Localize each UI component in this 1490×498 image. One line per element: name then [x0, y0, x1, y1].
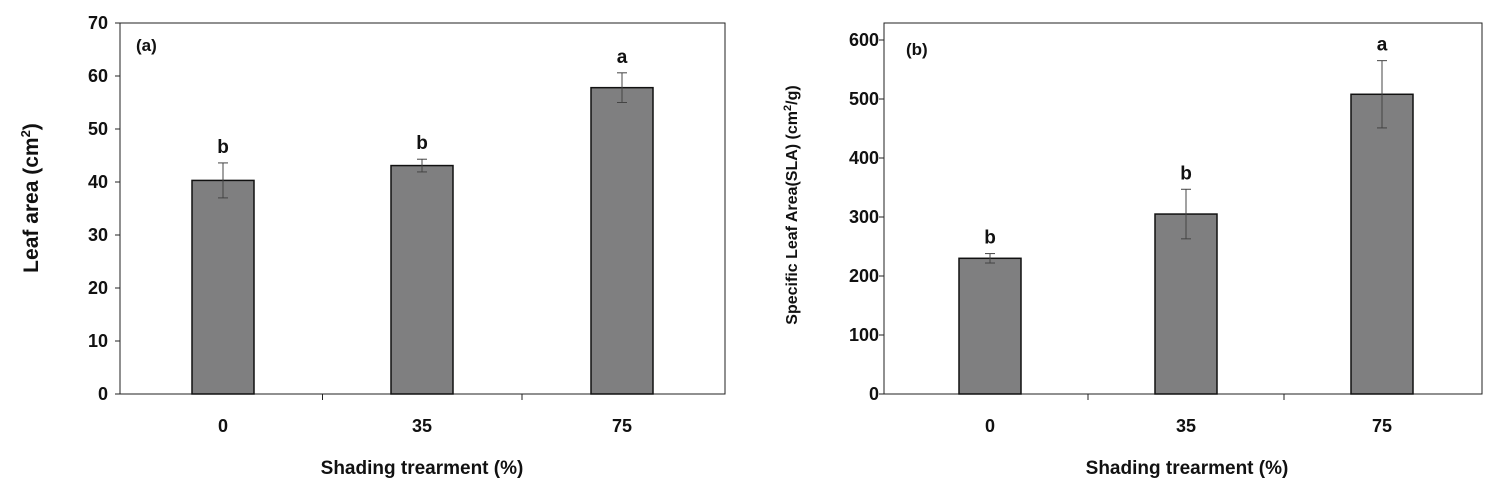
y-tick-label: 20 — [88, 278, 108, 298]
y-axis-title-b: Specific Leaf Area(SLA) (cm2/g) — [782, 85, 801, 324]
y-tick-label: 600 — [849, 30, 879, 50]
y-axis-title-b-main: Specific Leaf Area(SLA) (cm — [784, 111, 801, 325]
chart-panel-b: (b) 0 100 200 300 400 500 600 0 35 75 b b a Shadin… — [782, 22, 1483, 479]
y-axis-title-a: Leaf area (cm2) — [18, 123, 43, 273]
panel-label-b: (b) — [906, 40, 928, 59]
y-tick-label: 0 — [98, 384, 108, 404]
significance-letter: b — [416, 133, 428, 154]
bars-a — [191, 86, 654, 395]
y-axis-title-a-sup: 2 — [18, 130, 33, 137]
y-tick-label: 50 — [88, 119, 108, 139]
y-axis-title-a-end: ) — [20, 123, 43, 130]
bar-35 — [1154, 213, 1218, 395]
y-axis-title-b-sup: 2 — [782, 105, 794, 111]
bars-b — [958, 93, 1414, 395]
y-axis-ticks-b: 0 100 200 300 400 500 600 — [849, 30, 884, 404]
y-tick-label: 70 — [88, 13, 108, 33]
x-axis-title-b: Shading trearment (%) — [1086, 458, 1289, 479]
significance-letter: a — [1377, 35, 1388, 56]
y-axis-title-b-end: /g) — [784, 85, 801, 105]
significance-letter: a — [617, 47, 628, 68]
significance-letters-a: b b a — [217, 47, 628, 158]
significance-letters-b: b b a — [984, 35, 1388, 249]
y-tick-label: 500 — [849, 89, 879, 109]
chart-panel-a: (a) 0 10 20 30 40 50 60 70 0 35 75 b b a Shading tr… — [18, 13, 726, 479]
y-tick-label: 30 — [88, 225, 108, 245]
x-axis-title-a: Shading trearment (%) — [321, 458, 524, 479]
y-tick-label: 0 — [869, 384, 879, 404]
x-tick-label: 35 — [1176, 416, 1196, 436]
y-tick-label: 40 — [88, 172, 108, 192]
y-tick-label: 200 — [849, 266, 879, 286]
x-axis-ticks-a: 0 35 75 — [218, 394, 632, 436]
y-tick-label: 300 — [849, 207, 879, 227]
x-axis-ticks-b: 0 35 75 — [985, 394, 1392, 436]
y-tick-label: 60 — [88, 66, 108, 86]
bar-35 — [390, 164, 454, 395]
bar-0 — [191, 179, 255, 395]
x-tick-label: 75 — [612, 416, 632, 436]
x-tick-label: 75 — [1372, 416, 1392, 436]
x-tick-label: 0 — [218, 416, 228, 436]
error-bars-a — [218, 72, 627, 199]
bar-75 — [590, 86, 654, 395]
panel-label-a: (a) — [136, 36, 157, 55]
x-tick-label: 35 — [412, 416, 432, 436]
significance-letter: b — [1180, 163, 1192, 184]
significance-letter: b — [984, 228, 996, 249]
y-tick-label: 100 — [849, 325, 879, 345]
y-tick-label: 10 — [88, 331, 108, 351]
bar-75 — [1350, 93, 1414, 395]
significance-letter: b — [217, 137, 229, 158]
y-tick-label: 400 — [849, 148, 879, 168]
error-bars-b — [985, 60, 1387, 264]
y-axis-ticks-a: 0 10 20 30 40 50 60 70 — [88, 13, 120, 404]
x-tick-label: 0 — [985, 416, 995, 436]
y-axis-title-a-main: Leaf area (cm — [20, 137, 43, 272]
bar-0 — [958, 257, 1022, 395]
